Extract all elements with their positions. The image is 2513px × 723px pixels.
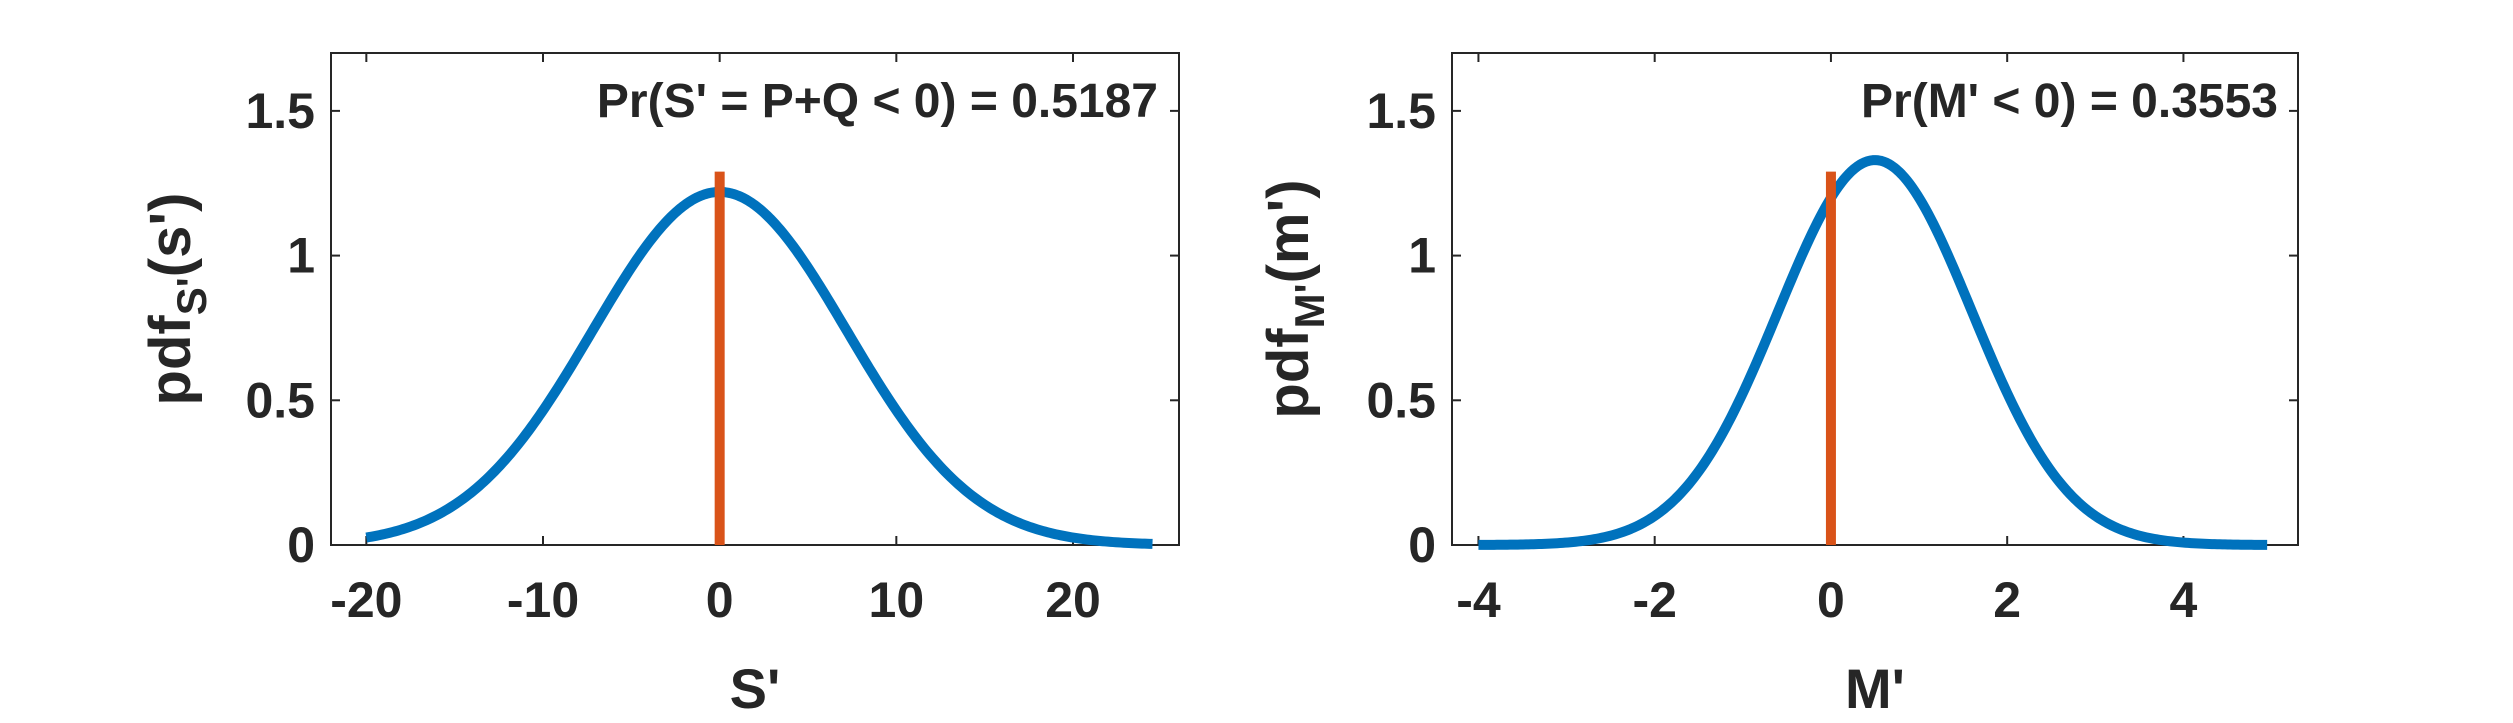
y-ticks: 0 0.5 1 1.5 [245, 83, 1179, 573]
x-tick-label: -4 [1456, 572, 1501, 628]
x-axis-label: S' [730, 657, 781, 720]
y-tick-label: 1.5 [1366, 83, 1436, 139]
x-ticks: -4 -2 0 2 4 [1456, 53, 2198, 628]
probability-annotation: Pr(M' < 0) = 0.3553 [1861, 75, 2278, 128]
x-tick-label: 20 [1045, 572, 1101, 628]
y-tick-label: 1 [287, 228, 315, 284]
y-axis-label-arg: (s') [138, 193, 203, 278]
y-tick-label: 1.5 [245, 83, 315, 139]
chart-s-prime: 0 0.5 1 1.5 -20 -10 0 10 20 Pr(S' = P+Q < 0) = … [138, 52, 1180, 720]
axes-box [1451, 52, 2299, 546]
x-tick-label: 0 [706, 572, 734, 628]
y-axis-label-sub: S' [168, 277, 215, 315]
probability-annotation: Pr(S' = P+Q < 0) = 0.5187 [597, 75, 1158, 128]
pdf-curve [363, 186, 1155, 549]
y-tick-label: 0.5 [1366, 372, 1436, 428]
x-tick-label: -10 [507, 572, 579, 628]
y-axis-label-arg: (m') [1256, 179, 1321, 283]
y-tick-label: 0.5 [245, 372, 315, 428]
y-axis-label-sub: M' [1286, 283, 1333, 328]
x-tick-label: 0 [1817, 572, 1845, 628]
pdf-curve [1476, 155, 2270, 550]
x-tick-label: -2 [1632, 572, 1676, 628]
x-axis-label: M' [1845, 657, 1905, 720]
x-tick-label: 2 [1993, 572, 2021, 628]
x-tick-label: 4 [2170, 572, 2198, 628]
y-axis-label-main: pdf [138, 315, 203, 406]
x-ticks: -20 -10 0 10 20 [330, 53, 1101, 628]
x-tick-label: -20 [330, 572, 402, 628]
x-tick-label: 10 [869, 572, 925, 628]
y-tick-label: 0 [1408, 517, 1436, 573]
y-axis-label: pdfM'(m') [1256, 179, 1333, 418]
chart-m-prime: 00.511.5 -4 -2 0 2 4 Pr(M' < 0) = 0.3553 M' … [1256, 52, 2299, 720]
y-axis-label-main: pdf [1256, 328, 1321, 419]
y-axis-label: pdfS'(s') [138, 193, 215, 406]
axes-box [330, 52, 1180, 546]
y-ticks: 0 0.5 1 1.5 [1366, 83, 2298, 573]
y-tick-label: 0 [287, 517, 315, 573]
y-tick-label: 1 [1408, 228, 1436, 284]
